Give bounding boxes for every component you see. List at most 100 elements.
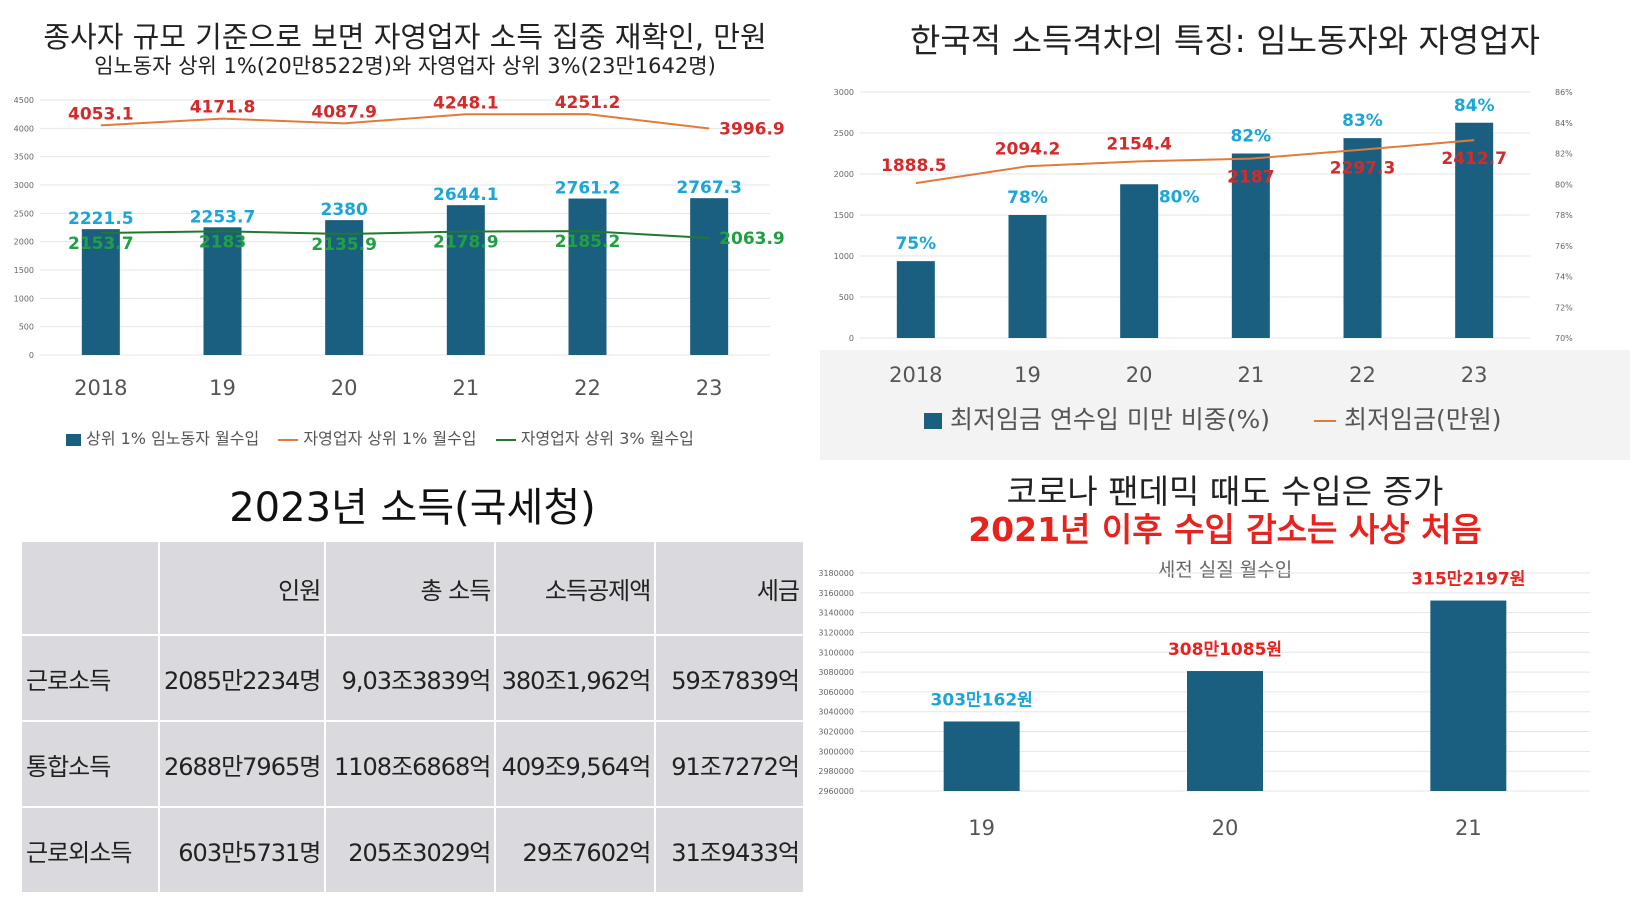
table-row: 근로소득 2085만2234명 9,03조3839억 380조1,962억 59… xyxy=(22,636,803,720)
chart4-canvas: 2960000 2980000 3000000 3020000 3040000 30600… xyxy=(818,569,1590,840)
chart2-ytick-right: 72% xyxy=(1555,303,1573,312)
table-header-row: 인원 총 소득 소득공제액 세금 xyxy=(22,542,803,634)
chart1-label-bar: 2221.5 xyxy=(68,209,134,229)
chart2-ytick-left: 2000 xyxy=(834,170,854,179)
table-cell: 91조7272억 xyxy=(656,722,803,806)
legend1-label-top3: 자영업자 상위 3% 월수입 xyxy=(520,429,694,448)
chart2-label-line: 2187 xyxy=(1227,168,1274,188)
chart1-ytick: 2000 xyxy=(14,238,34,247)
chart4-ytick: 3140000 xyxy=(818,609,854,618)
chart4-label: 315만2197원 xyxy=(1411,570,1525,590)
chart4-bar xyxy=(1430,600,1507,791)
chart2-canvas: 0 500 1000 1500 2000 2500 3000 70% 72% 74% 76% 78% 8… xyxy=(834,88,1574,387)
chart2-ytick-right: 70% xyxy=(1555,334,1573,343)
chart1-label-top1: 4053.1 xyxy=(68,104,134,124)
legend1-swatch-top1 xyxy=(278,438,299,441)
chart4-ytick: 3060000 xyxy=(818,688,854,697)
chart1-xtick: 21 xyxy=(452,376,479,400)
chart4-label: 308만1085원 xyxy=(1168,640,1282,660)
chart2-ytick-right: 86% xyxy=(1555,88,1573,97)
chart2-legend: 최저임금 연수입 미만 비중(%) 최저임금(만원) xyxy=(924,400,1501,436)
chart2-xtick: 20 xyxy=(1126,363,1153,387)
table-cell: 29조7602억 xyxy=(496,808,655,892)
chart1-ytick: 1000 xyxy=(14,294,34,303)
table-cell: 59조7839억 xyxy=(656,636,803,720)
table-cell: 2085만2234명 xyxy=(160,636,325,720)
chart2-label-bar: 84% xyxy=(1454,96,1495,116)
panel2-title: 한국적 소득격차의 특징: 임노동자와 자영업자 xyxy=(910,21,1540,60)
chart2-ytick-right: 82% xyxy=(1555,150,1573,159)
chart4-ytick: 3100000 xyxy=(818,648,854,657)
panel4-subtitle: 세전 실질 월수입 xyxy=(1157,559,1293,581)
chart1-label-top3: 2185.2 xyxy=(555,232,621,252)
panel4-title: 코로나 팬데믹 때도 수입은 증가 xyxy=(1006,472,1444,511)
chart2-label-line: 2154.4 xyxy=(1106,134,1172,154)
chart1-label-top3: 2178.9 xyxy=(433,233,499,253)
chart2-label-bar: 80% xyxy=(1159,187,1200,207)
chart1-bar xyxy=(325,220,364,355)
chart2-ytick-right: 78% xyxy=(1555,211,1573,220)
chart1-ytick: 3000 xyxy=(14,181,34,190)
chart2-label-bar: 82% xyxy=(1230,127,1271,147)
table-header-cell xyxy=(22,542,158,634)
table-header-cell: 세금 xyxy=(656,542,803,634)
chart1-label-bar: 2380 xyxy=(321,200,368,220)
chart1-label-bar: 2767.3 xyxy=(676,178,742,198)
legend2-label-line: 최저임금(만원) xyxy=(1343,405,1502,434)
panel3-title: 2023년 소득(국세청) xyxy=(229,485,596,531)
chart2-label-line: 1888.5 xyxy=(881,156,947,176)
chart2-bar xyxy=(1008,215,1047,338)
table-cell: 2688만7965명 xyxy=(160,722,325,806)
table-header-cell: 소득공제액 xyxy=(496,542,655,634)
chart2-ytick-left: 1500 xyxy=(834,211,854,220)
table-row: 근로외소득 603만5731명 205조3029억 29조7602억 31조94… xyxy=(22,808,803,892)
chart4-ytick: 3000000 xyxy=(818,747,854,756)
chart1-label-bar: 2644.1 xyxy=(433,185,499,205)
chart1-ytick: 3500 xyxy=(14,153,34,162)
chart1-legend: 상위 1% 임노동자 월수입 자영업자 상위 1% 월수입 자영업자 상위 3%… xyxy=(66,425,694,449)
chart4-xtick: 20 xyxy=(1212,816,1239,840)
chart4-bar xyxy=(943,721,1020,791)
chart4-ytick: 2960000 xyxy=(818,787,854,796)
chart1-xtick: 2018 xyxy=(74,376,127,400)
chart2-bar xyxy=(1120,184,1159,338)
legend2-swatch-line xyxy=(1314,420,1337,422)
chart2-label-line: 2297.3 xyxy=(1330,159,1396,179)
chart1-ytick: 4500 xyxy=(14,96,34,105)
table-cell: 409조9,564억 xyxy=(496,722,655,806)
chart2-xtick: 2018 xyxy=(889,363,942,387)
chart2-label-bar: 78% xyxy=(1007,188,1048,208)
table-header-cell: 인원 xyxy=(160,542,325,634)
panel-top-earners: 종사자 규모 기준으로 보면 자영업자 소득 집중 재확인, 만원 임노동자 상… xyxy=(0,0,810,460)
chart1-label-top1: 4087.9 xyxy=(311,102,377,122)
chart4-ytick: 3180000 xyxy=(818,569,854,578)
chart2-bar xyxy=(1231,153,1270,338)
panel-covid-income: 코로나 팬데믹 때도 수입은 증가 2021년 이후 수입 감소는 사상 처음 … xyxy=(818,465,1630,900)
chart1-xtick: 20 xyxy=(331,376,358,400)
chart4-xtick: 21 xyxy=(1455,816,1482,840)
table-cell: 380조1,962억 xyxy=(496,636,655,720)
chart2-xtick: 21 xyxy=(1237,363,1264,387)
chart1-bar xyxy=(203,227,242,355)
chart1-label-bar: 2253.7 xyxy=(190,207,256,227)
chart2-label-bar: 83% xyxy=(1342,111,1383,131)
panel4-headline: 2021년 이후 수입 감소는 사상 처음 xyxy=(968,510,1482,549)
chart2-xtick: 23 xyxy=(1461,363,1488,387)
chart1-bar xyxy=(446,205,485,355)
chart2-bar xyxy=(896,261,935,338)
chart1-label-top3: 2063.9 xyxy=(719,229,785,249)
chart2-line xyxy=(915,139,1475,185)
chart1-label-top3: 2135.9 xyxy=(311,235,377,255)
chart1-xtick: 23 xyxy=(696,376,723,400)
chart1-line-top1 xyxy=(100,113,710,130)
chart1-ytick: 0 xyxy=(29,351,34,360)
chart1-label-bar: 2761.2 xyxy=(555,179,621,199)
legend1-label-bar: 상위 1% 임노동자 월수입 xyxy=(86,429,260,448)
legend1-swatch-top3 xyxy=(495,438,516,441)
chart1-bar xyxy=(568,198,607,355)
chart2-ytick-left: 0 xyxy=(849,334,854,343)
chart4-ytick: 3160000 xyxy=(818,589,854,598)
chart1-label-top3: 2183 xyxy=(199,232,246,252)
chart2-label-bar: 75% xyxy=(895,234,936,254)
chart1-ytick: 1500 xyxy=(14,266,34,275)
